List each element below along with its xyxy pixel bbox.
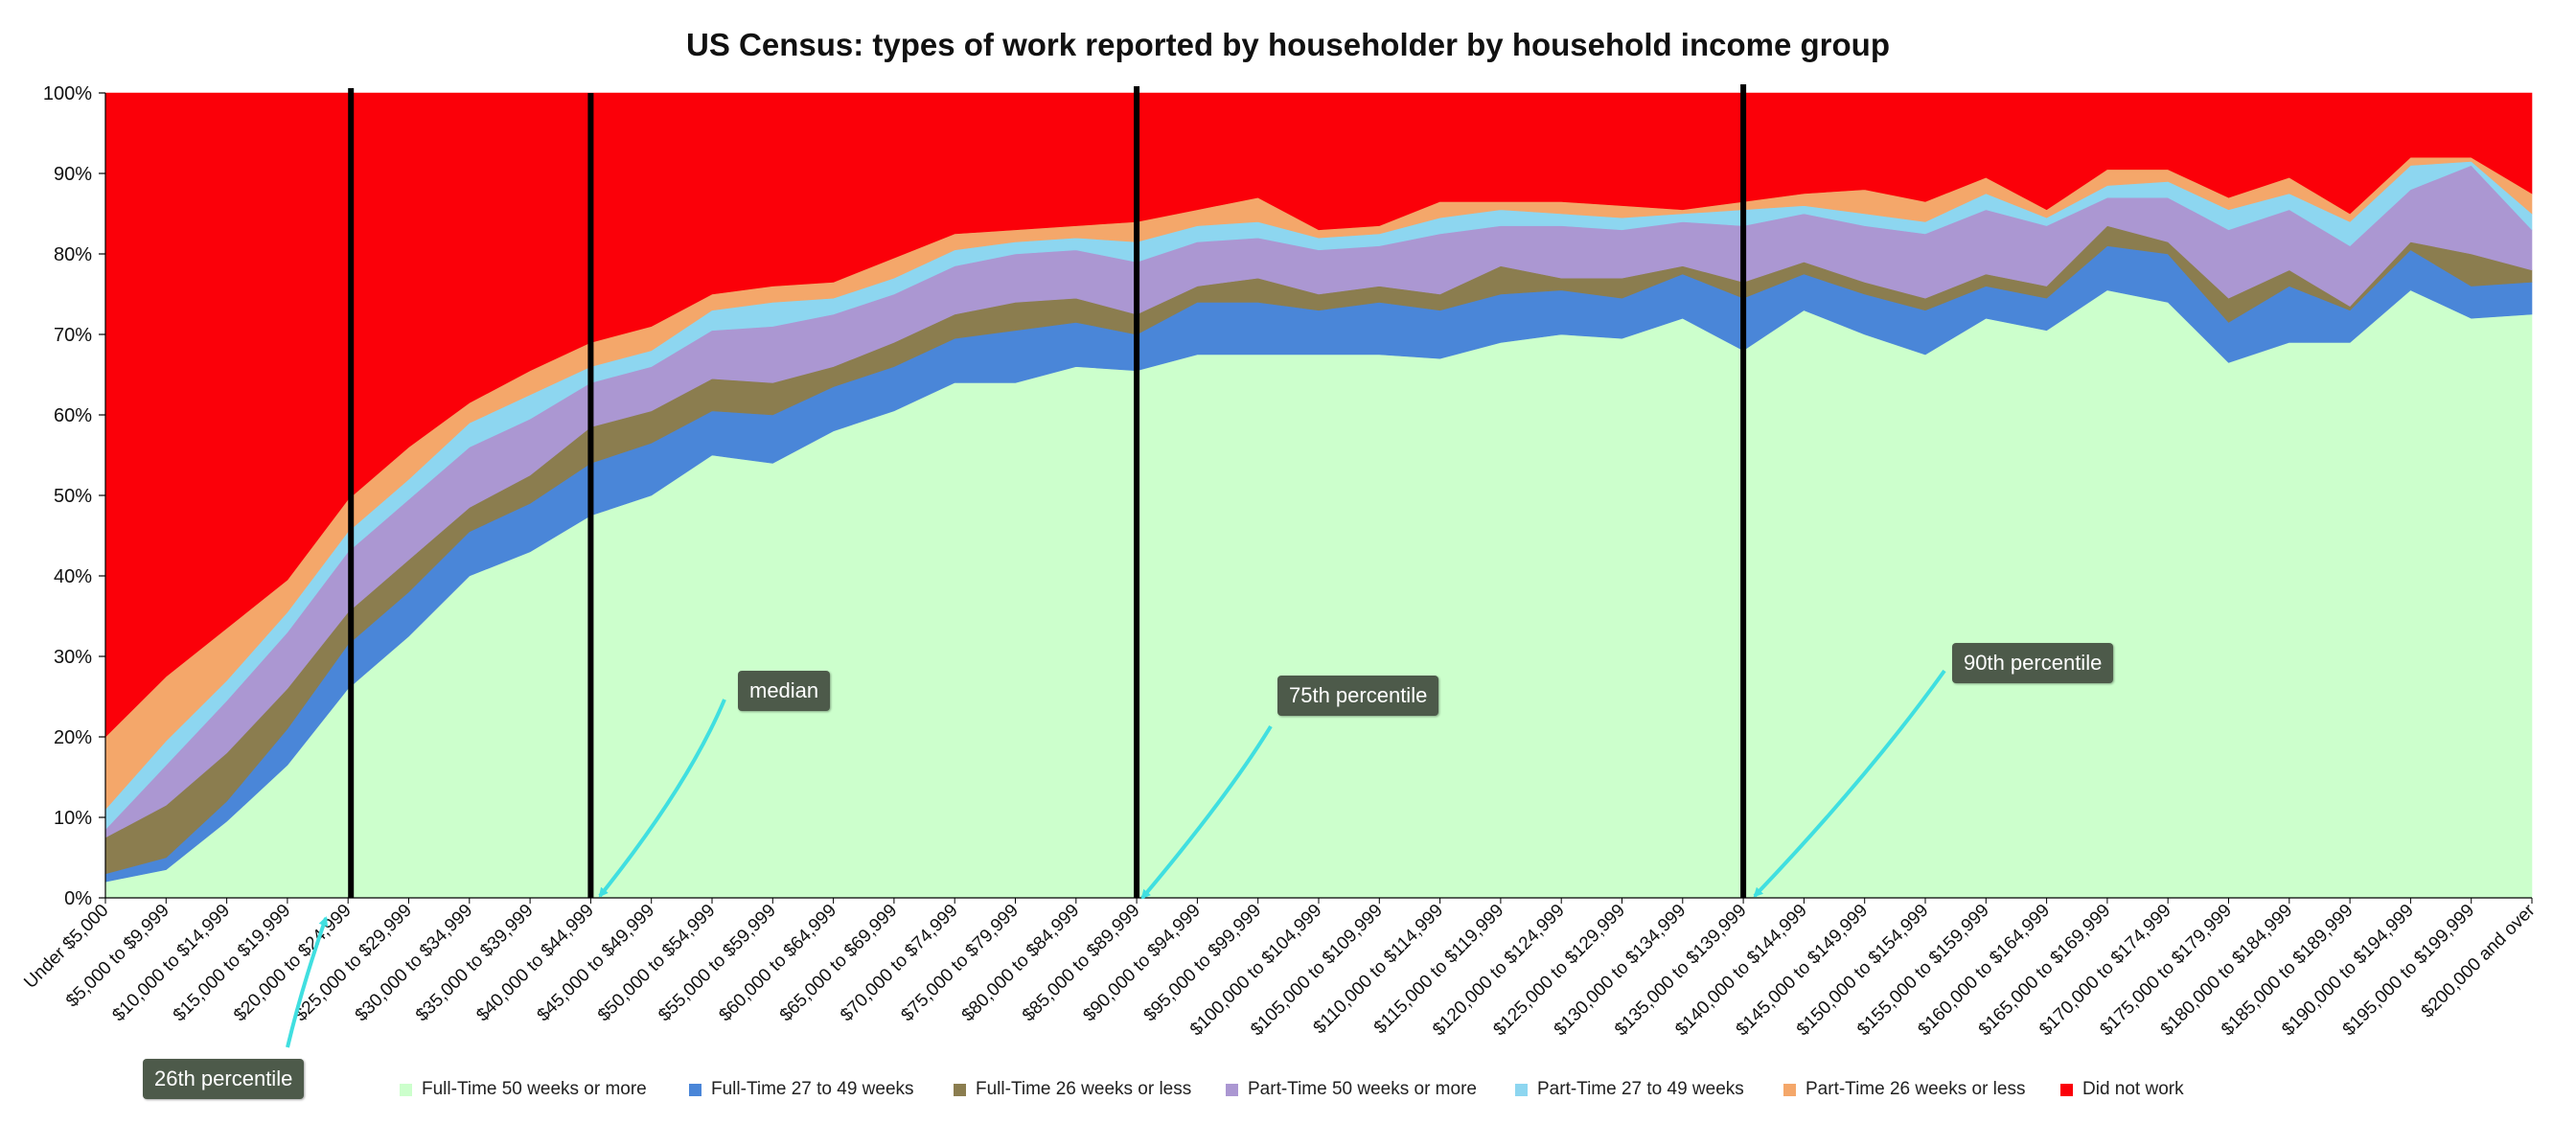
x-tick-label: $10,000 to $14,999 <box>108 901 234 1026</box>
y-tick-label: 20% <box>54 727 92 748</box>
chart-title: US Census: types of work reported by hou… <box>686 27 1890 62</box>
x-tick-label: $5,000 to $9,999 <box>62 901 173 1012</box>
legend-swatch <box>1226 1083 1238 1096</box>
x-tick-label: $20,000 to $24,999 <box>230 901 356 1026</box>
legend-item-full-time-26-weeks-or-less: Full-Time 26 weeks or less <box>954 1075 1191 1104</box>
x-tick-label: $65,000 to $69,999 <box>776 901 902 1026</box>
legend-label: Full-Time 50 weeks or more <box>422 1079 647 1099</box>
callout-26th-percentile: 26th percentile <box>143 1059 305 1099</box>
legend-label: Part-Time 50 weeks or more <box>1248 1079 1477 1099</box>
x-axis: Under $5,000$5,000 to $9,999$10,000 to $… <box>20 897 2540 1040</box>
x-tick-label: $95,000 to $99,999 <box>1140 901 1266 1026</box>
callout-arrows <box>286 669 1946 1048</box>
callout-median: median <box>738 671 831 711</box>
y-tick-label: 50% <box>54 486 92 507</box>
x-tick-label: $45,000 to $49,999 <box>534 901 659 1026</box>
legend-label: Part-Time 26 weeks or less <box>1806 1079 2026 1099</box>
area-layers <box>104 92 2533 899</box>
x-tick-label: $200,000 and over <box>2418 900 2540 1021</box>
x-tick-label: $55,000 to $59,999 <box>655 901 780 1026</box>
y-tick-label: 70% <box>54 325 92 346</box>
x-tick-label: $70,000 to $74,999 <box>837 901 962 1026</box>
legend-swatch <box>2060 1083 2073 1096</box>
y-tick-label: 30% <box>54 647 92 668</box>
legend-swatch <box>689 1083 702 1096</box>
y-tick-label: 10% <box>54 808 92 829</box>
y-tick-label: 60% <box>54 405 92 426</box>
legend-label: Part-Time 27 to 49 weeks <box>1537 1079 1744 1099</box>
x-tick-label: $85,000 to $89,999 <box>1019 901 1144 1026</box>
legend: Full-Time 50 weeks or more Full-Time 27 t… <box>0 1075 2576 1104</box>
legend-item-did-not-work: Did not work <box>2060 1075 2184 1104</box>
x-tick-label: $90,000 to $94,999 <box>1079 901 1205 1026</box>
legend-swatch <box>954 1083 966 1096</box>
y-tick-label: 0% <box>64 888 92 909</box>
y-tick-label: 100% <box>43 83 92 104</box>
arrow-26th-percentile <box>286 916 329 1048</box>
legend-label: Did not work <box>2082 1079 2184 1099</box>
legend-item-full-time-50-weeks-or-more: Full-Time 50 weeks or more <box>400 1075 647 1104</box>
x-tick-label: $15,000 to $19,999 <box>170 901 295 1026</box>
legend-item-part-time-27-to-49-weeks: Part-Time 27 to 49 weeks <box>1515 1075 1744 1104</box>
y-tick-label: 80% <box>54 244 92 265</box>
callout-90th-percentile: 90th percentile <box>1952 643 2114 683</box>
y-axis: 0% 10% 20% 30% 40% 50% 60% 70% 80% 90% 100% <box>43 83 106 909</box>
arrow-median <box>598 699 726 898</box>
legend-item-part-time-26-weeks-or-less: Part-Time 26 weeks or less <box>1783 1075 2025 1104</box>
legend-swatch <box>400 1083 412 1096</box>
legend-item-full-time-27-to-49-weeks: Full-Time 27 to 49 weeks <box>689 1075 914 1104</box>
percentile-markers <box>348 84 1747 898</box>
legend-label: Full-Time 27 to 49 weeks <box>711 1079 914 1099</box>
callout-75th-percentile: 75th percentile <box>1277 676 1439 716</box>
y-tick-label: 40% <box>54 566 92 587</box>
x-tick-label: $50,000 to $54,999 <box>594 901 720 1026</box>
legend-item-part-time-50-weeks-or-more: Part-Time 50 weeks or more <box>1226 1075 1477 1104</box>
y-tick-label: 90% <box>54 164 92 185</box>
x-tick-label: $60,000 to $64,999 <box>715 901 840 1026</box>
x-tick-label: $80,000 to $84,999 <box>958 901 1084 1026</box>
x-tick-label: $75,000 to $79,999 <box>897 901 1023 1026</box>
x-tick-label: $30,000 to $34,999 <box>352 901 477 1026</box>
legend-swatch <box>1515 1083 1528 1096</box>
legend-swatch <box>1783 1083 1796 1096</box>
arrow-75th-percentile <box>1140 724 1273 900</box>
area-did-not-work <box>104 92 2533 738</box>
x-tick-label: $40,000 to $44,999 <box>472 901 598 1026</box>
arrow-90th-percentile <box>1753 669 1946 898</box>
x-tick-label: $35,000 to $39,999 <box>412 901 538 1026</box>
legend-label: Full-Time 26 weeks or less <box>976 1079 1192 1099</box>
